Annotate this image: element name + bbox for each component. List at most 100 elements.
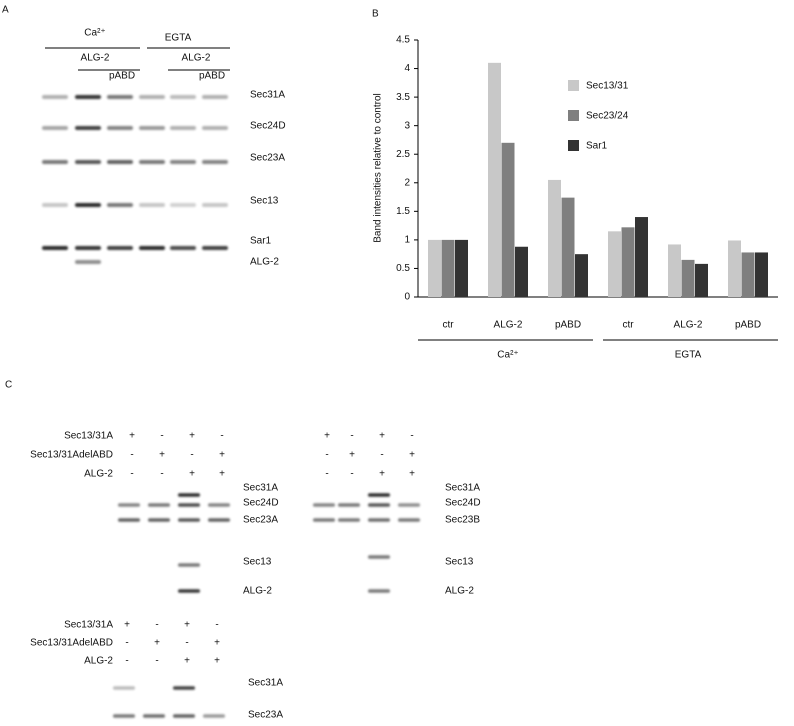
legend-swatch — [568, 140, 579, 151]
blot-band — [368, 493, 390, 497]
sign: - — [410, 431, 413, 442]
blot-band — [139, 246, 165, 250]
blot-band — [338, 518, 360, 522]
band-label: Sec13 — [445, 557, 474, 568]
sign: - — [215, 620, 218, 631]
panel-label: A — [2, 5, 9, 16]
band-label: Sec24D — [250, 121, 286, 132]
sign: - — [185, 638, 188, 649]
x-tick-label: pABD — [735, 320, 761, 331]
blot-band — [75, 203, 101, 207]
row-label: Sec13/31AdelABD — [30, 450, 113, 461]
sign: - — [160, 469, 163, 480]
blot-band — [313, 503, 335, 507]
blot-band — [202, 95, 228, 99]
bar — [548, 179, 561, 297]
sign: + — [324, 431, 330, 442]
sign: + — [159, 450, 165, 461]
sign: - — [190, 450, 193, 461]
blot-band — [368, 555, 390, 559]
band-label: Sec23A — [248, 710, 283, 721]
blot-band — [113, 714, 135, 718]
blot-band — [42, 126, 68, 130]
band-label: ALG-2 — [250, 257, 279, 268]
blot-band — [170, 126, 196, 130]
sign: + — [349, 450, 355, 461]
blot-band — [139, 95, 165, 99]
blot-band — [75, 246, 101, 250]
group-label: Ca²⁺ — [84, 28, 105, 39]
blot-band — [75, 95, 101, 99]
y-tick-label: 3.5 — [396, 92, 410, 103]
blot-band — [398, 518, 420, 522]
blot-band — [173, 714, 195, 718]
bar — [455, 239, 468, 297]
bar — [681, 259, 695, 297]
y-tick-label: 0.5 — [396, 263, 410, 274]
bar — [608, 231, 621, 297]
y-tick-label: 4.5 — [396, 35, 410, 46]
bar — [635, 217, 648, 297]
blot-band — [118, 503, 140, 507]
y-tick-label: 1.5 — [396, 206, 410, 217]
blot-band — [170, 203, 196, 207]
band-label: Sec31A — [445, 483, 480, 494]
sign: + — [214, 638, 220, 649]
bar — [668, 244, 681, 297]
sign: - — [130, 469, 133, 480]
blot-band — [368, 518, 390, 522]
sign: + — [219, 469, 225, 480]
blot-band — [113, 686, 135, 690]
sign: - — [160, 431, 163, 442]
blot-band — [173, 686, 195, 690]
band-label: Sar1 — [250, 236, 272, 247]
sign: - — [325, 469, 328, 480]
blot-band — [42, 160, 68, 164]
lane-label: ALG-2 — [182, 53, 211, 64]
band-label: Sec24D — [445, 498, 481, 509]
band-label: Sec13 — [243, 557, 272, 568]
blot-band — [139, 126, 165, 130]
sign: - — [325, 450, 328, 461]
legend-label: Sec23/24 — [586, 111, 629, 122]
blot-band — [148, 503, 170, 507]
sign: + — [214, 656, 220, 667]
sign: - — [380, 450, 383, 461]
blot-band — [203, 714, 225, 718]
blot-band — [178, 563, 200, 567]
sign: - — [130, 450, 133, 461]
x-tick-label: ctr — [442, 320, 454, 331]
blot-band — [107, 246, 133, 250]
row-label: ALG-2 — [84, 656, 113, 667]
row-label: Sec13/31A — [64, 431, 113, 442]
sign: + — [124, 620, 130, 631]
y-tick-label: 2.5 — [396, 149, 410, 160]
group-label: EGTA — [165, 33, 192, 44]
blot-band — [208, 503, 230, 507]
bar — [488, 62, 501, 297]
bar — [441, 239, 455, 297]
blot-band — [107, 95, 133, 99]
band-label: Sec23A — [250, 153, 285, 164]
band-label: Sec23A — [243, 515, 278, 526]
blot-band — [170, 160, 196, 164]
bar — [755, 252, 768, 297]
sign: + — [184, 620, 190, 631]
blot-band — [143, 714, 165, 718]
group-label: EGTA — [675, 350, 702, 361]
bar — [428, 239, 441, 297]
band-label: Sec31A — [250, 90, 285, 101]
bar — [561, 197, 575, 297]
lane-label: pABD — [109, 71, 135, 82]
band-label: Sec24D — [243, 498, 279, 509]
sign: - — [220, 431, 223, 442]
blot-band — [208, 518, 230, 522]
blot-band — [170, 95, 196, 99]
band-label: ALG-2 — [243, 586, 272, 597]
sign: - — [350, 469, 353, 480]
blot-band — [178, 503, 200, 507]
sign: + — [184, 656, 190, 667]
sign: + — [189, 431, 195, 442]
blot-band — [202, 246, 228, 250]
row-label: Sec13/31AdelABD — [30, 638, 113, 649]
